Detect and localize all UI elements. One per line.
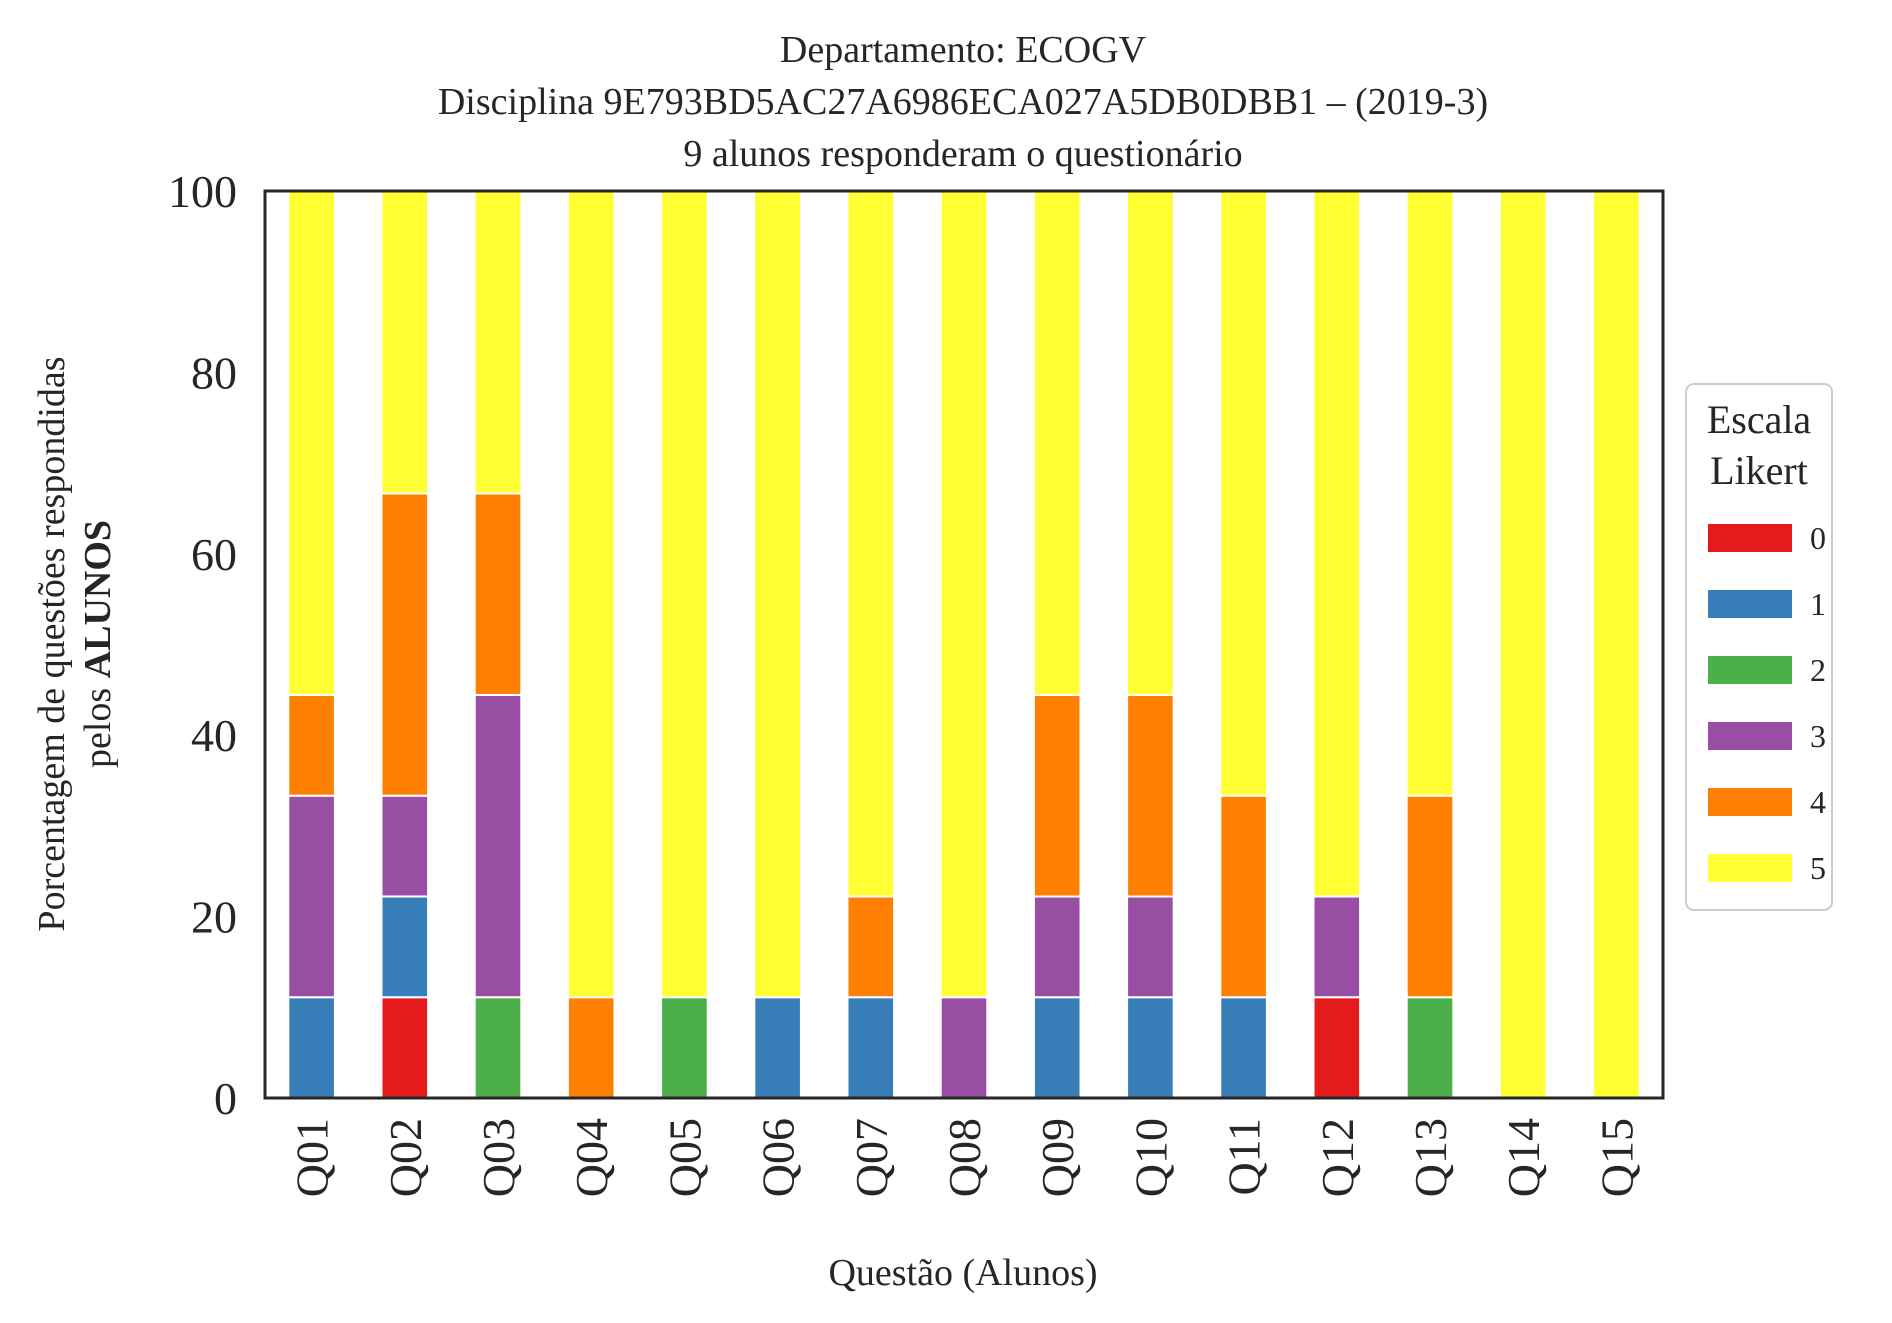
bar-segment-q13-scale-2 bbox=[1405, 996, 1455, 1099]
title-line-2: Disciplina 9E793BD5AC27A6986ECA027A5DB0D… bbox=[438, 81, 1488, 123]
bar-segment-q02-scale-5 bbox=[380, 190, 430, 495]
bar-segment-q09-scale-5 bbox=[1032, 190, 1082, 696]
bars-layer bbox=[287, 190, 1641, 1099]
legend-swatch-1 bbox=[1708, 590, 1792, 618]
legend-label-1: 1 bbox=[1810, 586, 1826, 622]
legend-label-0: 0 bbox=[1810, 520, 1826, 556]
bar-segment-q03-scale-4 bbox=[473, 492, 523, 696]
bar-segment-q12-scale-0 bbox=[1312, 996, 1362, 1099]
bar-segment-q01-scale-1 bbox=[287, 996, 336, 1099]
bar-segment-q10-scale-5 bbox=[1126, 190, 1175, 696]
bar-segment-q02-scale-1 bbox=[380, 895, 430, 999]
y-axis-label-line-2: pelos ALUNOS bbox=[77, 520, 119, 768]
bar-segment-q10-scale-4 bbox=[1126, 693, 1175, 898]
bar-segment-q14-scale-5 bbox=[1498, 190, 1548, 1099]
bar-segment-q08-scale-5 bbox=[939, 190, 989, 999]
bar-segment-q11-scale-5 bbox=[1219, 190, 1268, 797]
bar-segment-q03-scale-2 bbox=[473, 996, 523, 1099]
bar-segment-q04-scale-5 bbox=[566, 190, 616, 999]
bar-segment-q02-scale-4 bbox=[380, 492, 430, 797]
y-axis-label-bold: ALUNOS bbox=[77, 520, 119, 678]
bar-segment-q10-scale-3 bbox=[1126, 895, 1175, 999]
x-tick-label: Q01 bbox=[287, 1118, 338, 1197]
legend-label-3: 3 bbox=[1810, 718, 1826, 754]
legend-swatch-2 bbox=[1708, 656, 1792, 684]
x-tick-label: Q08 bbox=[939, 1118, 990, 1197]
bar-segment-q03-scale-5 bbox=[473, 190, 523, 495]
bar-segment-q15-scale-5 bbox=[1592, 190, 1641, 1099]
y-tick-label: 100 bbox=[168, 166, 237, 217]
x-tick-label: Q06 bbox=[753, 1118, 804, 1197]
bar-segment-q07-scale-4 bbox=[846, 895, 896, 999]
plot-frame bbox=[263, 189, 1665, 1100]
bar-segment-q02-scale-3 bbox=[380, 794, 430, 898]
bar-segment-q04-scale-4 bbox=[566, 996, 616, 1099]
bar-segment-q09-scale-1 bbox=[1032, 996, 1082, 1099]
bar-segment-q02-scale-0 bbox=[380, 996, 430, 1099]
legend: Escala Likert 0 1 2 3 4 5 bbox=[1685, 383, 1833, 911]
x-tick-label: Q13 bbox=[1405, 1118, 1456, 1197]
x-tick-label: Q12 bbox=[1312, 1118, 1363, 1197]
bar-segment-q09-scale-3 bbox=[1032, 895, 1082, 999]
y-axis-ticks: 0 20 40 60 80 100 bbox=[168, 166, 237, 1124]
bar-segment-q13-scale-5 bbox=[1405, 190, 1455, 797]
title-line-3: 9 alunos responderam o questionário bbox=[683, 133, 1242, 175]
y-axis-label-line-1: Porcentagem de questões respondidas bbox=[31, 356, 73, 931]
x-axis-ticks: Q01 Q02 Q03 Q04 Q05 Q06 Q07 Q08 Q09 Q10 Q11 Q12 Q13 Q… bbox=[287, 1118, 1643, 1197]
bar-segment-q12-scale-5 bbox=[1312, 190, 1362, 898]
legend-label-2: 2 bbox=[1810, 652, 1826, 688]
bar-segment-q07-scale-5 bbox=[846, 190, 896, 898]
legend-entries: 0 1 2 3 4 5 bbox=[1708, 520, 1826, 886]
bar-segment-q12-scale-3 bbox=[1312, 895, 1362, 999]
y-axis-label: Porcentagem de questões respondidas pelo… bbox=[31, 356, 119, 931]
x-tick-label: Q07 bbox=[846, 1118, 897, 1197]
bar-segment-q05-scale-5 bbox=[660, 190, 709, 999]
chart-title: Departamento: ECOGV Disciplina 9E793BD5A… bbox=[438, 29, 1488, 175]
bar-segment-q06-scale-1 bbox=[753, 996, 802, 1099]
x-tick-label: Q14 bbox=[1498, 1118, 1549, 1197]
bar-segment-q01-scale-3 bbox=[287, 794, 336, 999]
bar-segment-q03-scale-3 bbox=[473, 693, 523, 999]
legend-label-4: 4 bbox=[1810, 784, 1826, 820]
legend-label-5: 5 bbox=[1810, 850, 1826, 886]
x-tick-label: Q11 bbox=[1219, 1118, 1270, 1196]
y-axis-label-prefix: pelos bbox=[77, 678, 119, 768]
bar-segment-q10-scale-1 bbox=[1126, 996, 1175, 1099]
bar-segment-q09-scale-4 bbox=[1032, 693, 1082, 898]
x-tick-label: Q15 bbox=[1591, 1118, 1642, 1197]
bar-segment-q11-scale-4 bbox=[1219, 794, 1268, 999]
legend-box bbox=[1685, 383, 1833, 911]
bar-segment-q01-scale-4 bbox=[287, 693, 336, 797]
x-axis-label: Questão (Alunos) bbox=[828, 1252, 1097, 1294]
x-tick-label: Q02 bbox=[380, 1118, 431, 1197]
legend-title-line-2: Likert bbox=[1710, 448, 1808, 493]
bar-segment-q06-scale-5 bbox=[753, 190, 802, 999]
legend-swatch-0 bbox=[1708, 524, 1792, 552]
y-tick-label: 60 bbox=[191, 529, 237, 580]
y-tick-label: 0 bbox=[214, 1073, 237, 1124]
legend-swatch-3 bbox=[1708, 722, 1792, 750]
bar-segment-q07-scale-1 bbox=[846, 996, 896, 1099]
x-tick-label: Q03 bbox=[473, 1118, 524, 1197]
bar-segment-q01-scale-5 bbox=[287, 190, 336, 696]
bar-segment-q08-scale-3 bbox=[939, 996, 989, 1099]
legend-swatch-4 bbox=[1708, 788, 1792, 816]
bar-segment-q05-scale-2 bbox=[660, 996, 709, 1099]
bar-segment-q13-scale-4 bbox=[1405, 794, 1455, 999]
x-tick-label: Q10 bbox=[1125, 1118, 1176, 1197]
y-tick-label: 80 bbox=[191, 347, 237, 398]
y-tick-label: 20 bbox=[191, 892, 237, 943]
x-tick-label: Q09 bbox=[1032, 1118, 1083, 1197]
y-tick-label: 40 bbox=[191, 710, 237, 761]
legend-swatch-5 bbox=[1708, 854, 1792, 882]
x-tick-label: Q04 bbox=[566, 1118, 617, 1197]
bar-segment-q11-scale-1 bbox=[1219, 996, 1268, 1099]
legend-title-line-1: Escala bbox=[1707, 397, 1812, 442]
title-line-1: Departamento: ECOGV bbox=[780, 29, 1147, 71]
x-tick-label: Q05 bbox=[659, 1118, 710, 1197]
